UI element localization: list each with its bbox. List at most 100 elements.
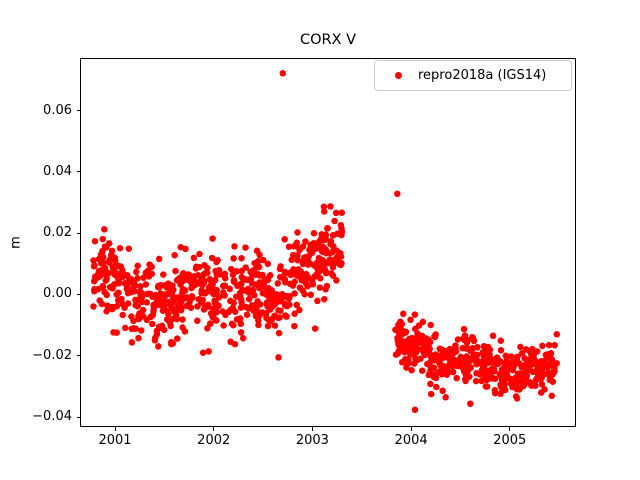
scatter-point	[402, 355, 409, 362]
scatter-point	[519, 380, 527, 387]
scatter-point	[446, 345, 454, 352]
scatter-point	[200, 277, 208, 284]
scatter-point	[242, 243, 249, 251]
scatter-point	[167, 322, 174, 329]
scatter-point	[526, 347, 533, 354]
scatter-point	[124, 285, 132, 292]
scatter-point	[134, 274, 141, 282]
scatter-point	[254, 257, 262, 265]
x-tick-label: 2005	[493, 433, 527, 448]
scatter-point	[400, 310, 407, 317]
scatter-point	[231, 340, 239, 348]
scatter-point	[459, 334, 467, 342]
y-tick-label: −0.02	[32, 347, 72, 363]
scatter-point	[230, 254, 237, 262]
scatter-point	[220, 321, 227, 329]
scatter-point	[311, 272, 319, 280]
scatter-point	[311, 324, 319, 332]
scatter-point	[440, 366, 448, 373]
scatter-point	[212, 297, 219, 304]
scatter-point	[277, 273, 285, 281]
scatter-point	[293, 301, 300, 308]
scatter-point	[196, 250, 203, 257]
scatter-point	[417, 355, 424, 362]
scatter-point	[221, 291, 228, 299]
scatter-point	[478, 377, 485, 384]
scatter-point	[256, 311, 263, 319]
scatter-point	[101, 225, 108, 233]
scatter-point	[245, 295, 253, 302]
x-tick-mark	[311, 427, 313, 431]
scatter-point	[168, 290, 176, 298]
scatter-point	[235, 281, 243, 288]
scatter-point	[443, 371, 451, 378]
scatter-point	[480, 364, 488, 371]
scatter-point	[324, 224, 331, 232]
scatter-point	[135, 312, 142, 320]
y-tick-mark	[76, 110, 80, 112]
scatter-point	[146, 260, 153, 268]
scatter-point	[264, 322, 272, 329]
scatter-point	[179, 286, 186, 294]
scatter-point	[412, 354, 419, 362]
scatter-point	[547, 349, 555, 357]
scatter-point	[172, 267, 179, 274]
scatter-point	[310, 261, 318, 269]
legend: repro2018a (IGS14)	[374, 60, 572, 91]
scatter-point	[529, 368, 537, 375]
scatter-point	[327, 202, 334, 210]
scatter-point	[507, 359, 514, 367]
scatter-point	[238, 298, 245, 306]
scatter-point	[411, 406, 419, 413]
scatter-point	[453, 374, 460, 381]
scatter-point	[305, 252, 313, 260]
scatter-point	[293, 239, 301, 246]
scatter-point	[291, 310, 298, 317]
scatter-point	[442, 393, 449, 401]
scatter-point	[180, 269, 187, 277]
scatter-point	[213, 271, 221, 278]
scatter-point	[427, 321, 434, 328]
scatter-point	[426, 338, 434, 345]
scatter-point	[264, 260, 272, 267]
scatter-point	[139, 312, 147, 320]
scatter-point	[398, 320, 406, 328]
scatter-point	[177, 297, 184, 305]
scatter-point	[137, 282, 144, 290]
scatter-point	[275, 353, 282, 361]
scatter-point	[114, 274, 122, 281]
y-tick-label: 0.02	[43, 225, 72, 241]
scatter-point	[265, 292, 272, 299]
scatter-point	[512, 374, 519, 381]
scatter-point	[145, 272, 153, 280]
scatter-point	[518, 372, 525, 380]
scatter-point	[467, 364, 475, 371]
scatter-point	[179, 315, 186, 323]
scatter-point	[124, 299, 132, 307]
scatter-point	[480, 352, 487, 360]
scatter-point	[433, 383, 440, 390]
scatter-point	[233, 315, 241, 323]
scatter-point	[157, 323, 165, 331]
scatter-point	[502, 352, 510, 359]
scatter-point	[394, 337, 402, 345]
scatter-point	[315, 238, 323, 245]
scatter-point	[230, 299, 237, 306]
scatter-point	[140, 274, 147, 281]
scatter-point	[208, 254, 216, 261]
scatter-point	[205, 347, 212, 355]
x-tick-mark	[114, 427, 116, 431]
scatter-point	[405, 342, 412, 350]
scatter-point	[110, 328, 117, 336]
scatter-point	[128, 312, 135, 320]
scatter-point	[131, 287, 138, 295]
scatter-point	[538, 380, 546, 388]
scatter-point	[394, 349, 402, 357]
scatter-point	[275, 329, 283, 336]
scatter-point	[439, 387, 446, 394]
scatter-point	[266, 305, 274, 313]
scatter-point	[111, 256, 119, 264]
scatter-point	[331, 217, 338, 224]
scatter-point	[296, 306, 303, 313]
